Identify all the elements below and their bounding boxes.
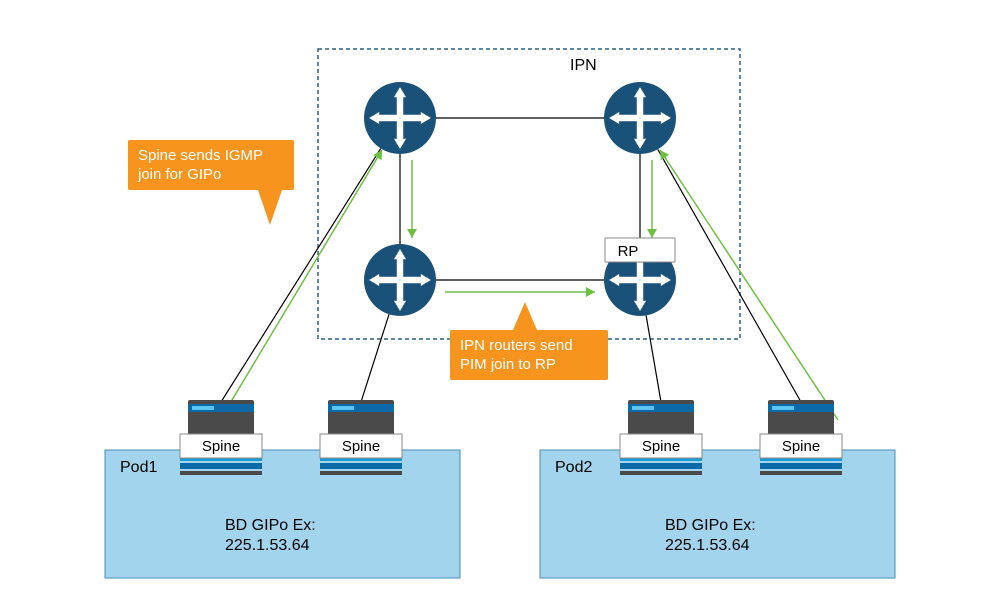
spine-label: Spine [342, 438, 380, 455]
ipn-label: IPN [570, 57, 597, 74]
spine-label: Spine [642, 438, 680, 455]
spine-link [361, 314, 389, 402]
pod2-box [540, 450, 895, 578]
spine-s4: Spine [760, 400, 842, 475]
pod2-gipo-line2: 225.1.53.64 [665, 537, 750, 554]
diagram-svg: Pod1 Pod2 BD GIPo Ex: 225.1.53.64 BD GIP… [0, 0, 999, 614]
pod1-gipo-line1: BD GIPo Ex: [225, 517, 316, 534]
flow-arrow [220, 150, 382, 420]
flow-arrow [660, 150, 838, 420]
flow-arrow [647, 160, 657, 238]
router-links [400, 118, 640, 280]
spine-s2: Spine [320, 400, 402, 475]
callout-text: IPN routers send [460, 337, 573, 354]
pod2-gipo-line1: BD GIPo Ex: [665, 517, 756, 534]
spine-s1: Spine [180, 400, 262, 475]
callout-text: join for GIPo [137, 166, 221, 183]
router-tl [364, 82, 436, 154]
rp-label: RP [618, 243, 639, 260]
callout-text: Spine sends IGMP [138, 147, 263, 164]
flow-arrow [407, 160, 417, 238]
flow-arrow [445, 287, 595, 297]
routers [364, 82, 676, 316]
spine-label: Spine [202, 438, 240, 455]
spine-label: Spine [782, 438, 820, 455]
callout-pim: IPN routers send PIM join to RP [450, 302, 608, 380]
rp-box [605, 238, 675, 262]
pod1-box [105, 450, 460, 578]
callout-text: PIM join to RP [460, 356, 556, 373]
spine-link [646, 315, 661, 402]
pod1-gipo-line2: 225.1.53.64 [225, 537, 310, 554]
pod2-label: Pod2 [555, 459, 592, 476]
spine-s3: Spine [620, 400, 702, 475]
spine-link [658, 149, 801, 402]
pod1-label: Pod1 [120, 459, 157, 476]
router-bl [364, 244, 436, 316]
callout-igmp: Spine sends IGMP join for GIPo [128, 140, 294, 225]
router-tr [604, 82, 676, 154]
